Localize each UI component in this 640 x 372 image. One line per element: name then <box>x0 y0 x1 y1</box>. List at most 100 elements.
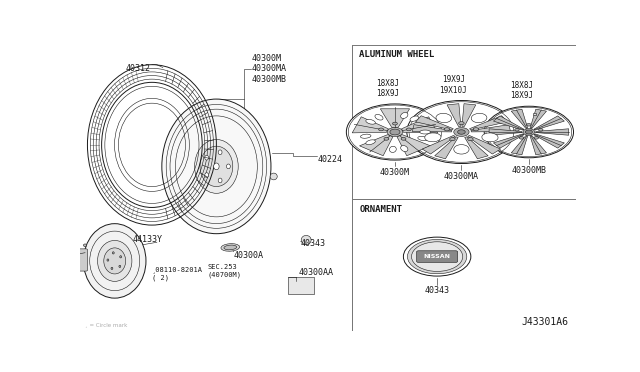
Ellipse shape <box>214 163 219 170</box>
Ellipse shape <box>119 265 121 267</box>
Polygon shape <box>468 135 500 154</box>
Ellipse shape <box>162 99 271 234</box>
Ellipse shape <box>218 150 222 155</box>
Circle shape <box>484 106 573 158</box>
Ellipse shape <box>104 248 125 274</box>
Polygon shape <box>447 104 461 126</box>
Ellipse shape <box>410 116 419 121</box>
Polygon shape <box>415 116 453 130</box>
Ellipse shape <box>436 113 452 123</box>
Text: 40300MB: 40300MB <box>511 166 547 175</box>
Text: 40300M
40300MA
40300MB: 40300M 40300MA 40300MB <box>251 54 286 84</box>
Text: 40343: 40343 <box>424 286 450 295</box>
Ellipse shape <box>205 173 209 177</box>
Polygon shape <box>530 109 547 128</box>
Polygon shape <box>352 117 388 133</box>
Ellipse shape <box>97 240 132 281</box>
Circle shape <box>450 138 455 141</box>
FancyBboxPatch shape <box>76 249 88 271</box>
Circle shape <box>525 130 532 134</box>
Text: ORNAMENT: ORNAMENT <box>359 205 403 214</box>
Text: 18X8J
18X9J: 18X8J 18X9J <box>511 81 534 100</box>
Ellipse shape <box>375 115 383 120</box>
Polygon shape <box>493 134 524 148</box>
Ellipse shape <box>218 178 222 183</box>
Circle shape <box>392 122 397 125</box>
Ellipse shape <box>224 245 237 250</box>
Circle shape <box>407 100 516 164</box>
Circle shape <box>538 128 543 131</box>
Polygon shape <box>470 116 508 130</box>
Circle shape <box>527 124 531 126</box>
Circle shape <box>473 128 479 131</box>
Polygon shape <box>493 116 524 130</box>
Bar <box>532 113 536 115</box>
FancyBboxPatch shape <box>417 251 458 262</box>
Circle shape <box>523 129 534 135</box>
Circle shape <box>412 242 463 272</box>
Circle shape <box>519 137 524 139</box>
Circle shape <box>458 130 465 134</box>
Text: 44133Y: 44133Y <box>132 235 162 244</box>
Ellipse shape <box>390 146 396 153</box>
Text: 18X8J
18X9J: 18X8J 18X9J <box>376 79 399 98</box>
Circle shape <box>444 128 450 131</box>
Circle shape <box>401 137 406 140</box>
Circle shape <box>515 128 519 131</box>
Circle shape <box>454 128 469 137</box>
Ellipse shape <box>205 155 209 160</box>
Ellipse shape <box>270 173 277 180</box>
Bar <box>288 277 314 294</box>
Ellipse shape <box>113 252 114 254</box>
Text: NISSAN: NISSAN <box>424 254 451 259</box>
Text: ¸ = Circle mark: ¸ = Circle mark <box>85 323 127 328</box>
Ellipse shape <box>360 134 371 138</box>
Ellipse shape <box>200 146 233 187</box>
Ellipse shape <box>227 164 230 169</box>
Ellipse shape <box>221 244 239 251</box>
Ellipse shape <box>420 130 431 134</box>
Polygon shape <box>422 135 455 154</box>
Text: 40224: 40224 <box>317 155 342 164</box>
Ellipse shape <box>301 235 311 244</box>
Circle shape <box>390 129 400 135</box>
Circle shape <box>379 128 383 131</box>
Polygon shape <box>435 137 458 159</box>
Ellipse shape <box>195 140 238 193</box>
Polygon shape <box>465 137 488 159</box>
Ellipse shape <box>366 140 375 145</box>
Polygon shape <box>511 109 527 128</box>
Text: 40312: 40312 <box>125 64 150 74</box>
Text: 40300A: 40300A <box>234 251 264 260</box>
Polygon shape <box>412 125 452 132</box>
Text: 19X9J
19X10J: 19X9J 19X10J <box>440 76 467 95</box>
Circle shape <box>459 122 464 125</box>
Text: J43301A6: J43301A6 <box>522 317 568 327</box>
Circle shape <box>534 137 538 139</box>
Polygon shape <box>397 135 431 156</box>
Ellipse shape <box>418 137 428 141</box>
Polygon shape <box>534 116 564 130</box>
Polygon shape <box>536 129 569 135</box>
Circle shape <box>468 138 473 141</box>
Ellipse shape <box>107 259 109 261</box>
Ellipse shape <box>120 256 122 258</box>
Text: ¸08110-8201A
( 2): ¸08110-8201A ( 2) <box>152 267 203 281</box>
Circle shape <box>387 128 403 137</box>
Bar <box>352 45 576 199</box>
Text: SEC.253
(40700M): SEC.253 (40700M) <box>208 264 242 278</box>
Polygon shape <box>360 135 393 156</box>
Circle shape <box>406 128 412 131</box>
Ellipse shape <box>482 133 498 142</box>
Polygon shape <box>534 134 564 148</box>
Ellipse shape <box>425 133 441 142</box>
Text: 40343: 40343 <box>301 239 326 248</box>
Polygon shape <box>471 125 511 132</box>
Ellipse shape <box>454 145 469 154</box>
Polygon shape <box>511 136 527 155</box>
Circle shape <box>384 137 389 140</box>
Polygon shape <box>462 104 476 126</box>
Text: ALUMINUM WHEEL: ALUMINUM WHEEL <box>359 50 435 59</box>
Text: 40300MA: 40300MA <box>444 171 479 180</box>
Bar <box>352 199 576 331</box>
